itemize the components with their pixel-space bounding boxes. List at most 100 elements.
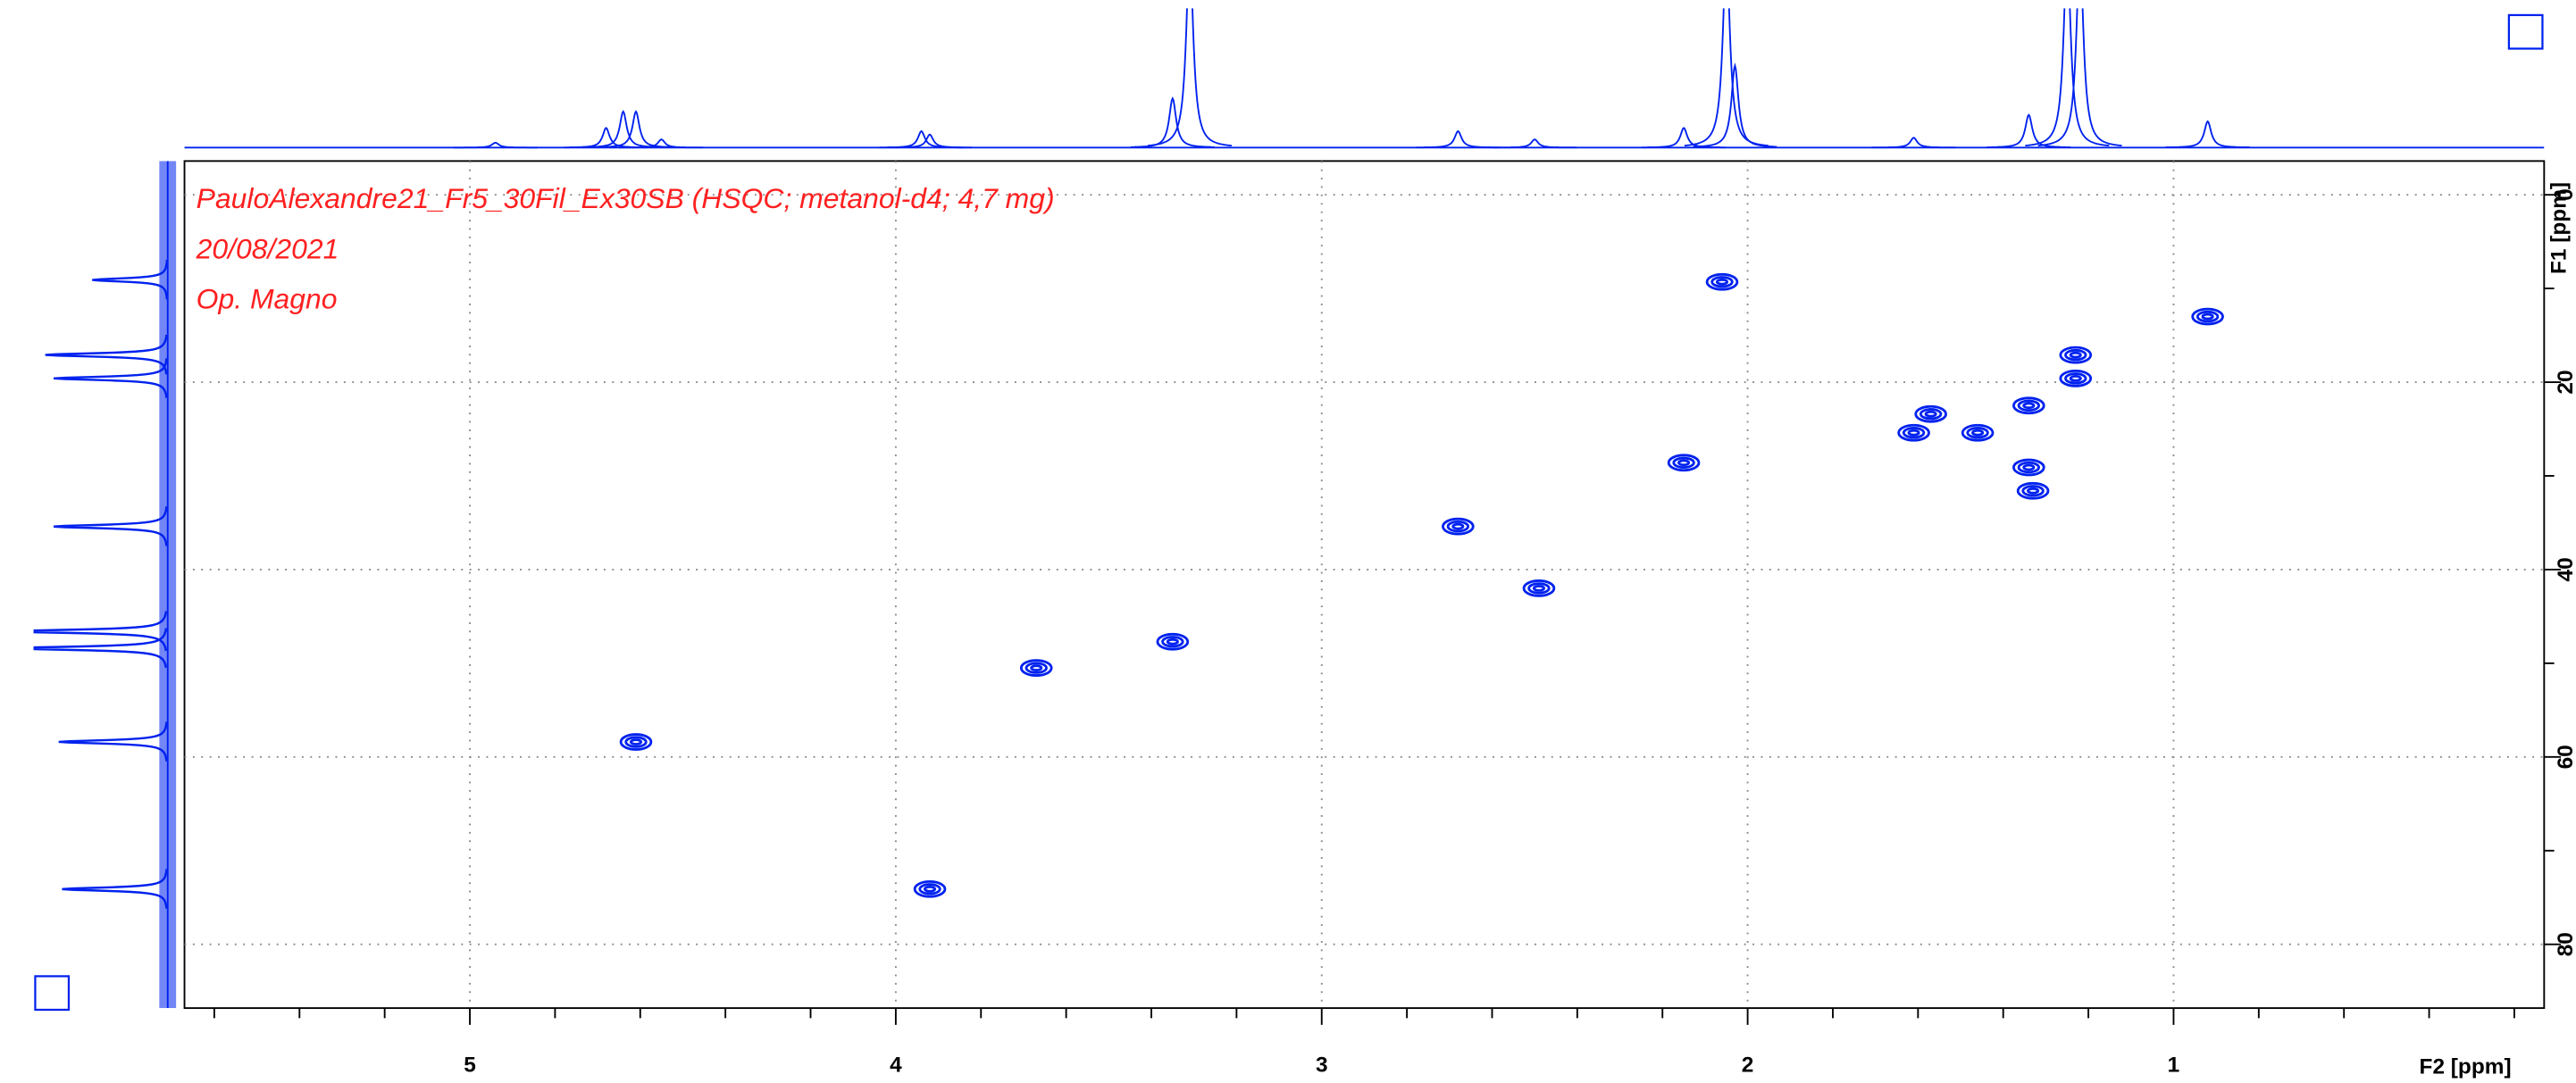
projection-peak [33, 611, 168, 652]
projection-peak [1493, 138, 1577, 149]
projection-peak [2025, 8, 2110, 147]
y-tick-label: 60 [2554, 745, 2576, 769]
cross-peak [2069, 351, 2082, 359]
x-tick-label: 1 [2168, 1053, 2180, 1077]
y-tick-label: 80 [2554, 932, 2576, 956]
cross-peak [2017, 461, 2041, 474]
cross-peak [1907, 429, 1920, 437]
cross-peak [1924, 410, 1937, 418]
projection-peak [62, 869, 168, 909]
cross-peak [2059, 346, 2093, 364]
cross-peak [1710, 276, 1734, 288]
f2-projection [184, 8, 2545, 149]
y-axis-label: F1 [ppm] [2547, 182, 2572, 274]
cross-peak [1030, 664, 1043, 671]
cross-peak [2064, 348, 2087, 362]
y-tick-label: 40 [2554, 557, 2576, 581]
cross-peak [2191, 307, 2224, 326]
cross-peak [1902, 427, 1926, 439]
projection-peak [1416, 129, 1501, 149]
cross-peak [1442, 517, 1475, 536]
x-tick-label: 3 [1316, 1053, 1328, 1077]
cross-peak [1961, 423, 1995, 442]
cross-peak [1677, 459, 1691, 467]
cross-peak [2027, 487, 2040, 495]
projection-peak [888, 133, 972, 149]
cross-peak [2016, 481, 2050, 500]
projection-peak [1871, 137, 1956, 149]
cross-peak [1019, 659, 1053, 677]
projection-peak [1130, 96, 1215, 148]
cross-peak [1522, 579, 1556, 597]
x-tick-label: 2 [1742, 1053, 1754, 1077]
cross-peak [918, 883, 941, 896]
cross-peak [2064, 372, 2087, 385]
projection-peak [581, 110, 665, 148]
plot-frame [183, 160, 2546, 1010]
cross-peak [1667, 454, 1701, 472]
projection-peak [33, 628, 168, 669]
projection-peak [2165, 120, 2250, 148]
cross-peak [1161, 636, 1184, 648]
cross-peak [1897, 423, 1930, 442]
projection-peak [54, 358, 168, 398]
projection-peak [1642, 127, 1727, 149]
cross-peak [1532, 585, 1545, 592]
cross-peak [2022, 402, 2036, 410]
projection-peak [1684, 8, 1769, 147]
projection-peak [45, 334, 168, 375]
y-tick-label: 20 [2554, 370, 2576, 394]
cross-peak [1156, 632, 1190, 651]
projection-peak [619, 138, 704, 149]
projection-peak [92, 259, 169, 300]
cross-peak [2017, 399, 2041, 412]
cross-peak [2195, 310, 2220, 323]
cross-peak [1672, 456, 1695, 469]
cross-peak [2022, 463, 2036, 471]
cross-peak [629, 738, 643, 746]
cross-peak [2069, 374, 2082, 382]
grid [184, 161, 2545, 1009]
axes: 5 4 3 2 1 0 20 40 60 80 [213, 188, 2576, 1077]
cross-peak [2012, 396, 2045, 415]
corner-button [34, 975, 71, 1012]
cross-peak [2059, 369, 2093, 387]
x-tick-label: 5 [464, 1053, 476, 1077]
cross-peak [1966, 427, 1989, 439]
operator: Op. Magno [197, 283, 338, 315]
cross-peak [2021, 485, 2045, 497]
projection-peak [453, 141, 538, 149]
cross-peak [1451, 522, 1465, 530]
projection-peak [1148, 8, 1232, 147]
cross-peak [1527, 582, 1551, 595]
cross-peak [2012, 458, 2045, 477]
cross-peak [619, 733, 653, 751]
cross-peak [2201, 312, 2214, 321]
chart-title: PauloAlexandre21_Fr5_30Fil_Ex30SB (HSQC;… [197, 182, 1055, 214]
date: 20/08/2021 [196, 232, 339, 264]
x-tick-label: 4 [890, 1053, 902, 1077]
cross-peaks [619, 272, 2224, 898]
f1-projection [33, 161, 177, 1009]
cross-peak [1166, 637, 1179, 646]
x-axis-label: F2 [ppm] [2420, 1054, 2512, 1079]
projection-peak [1986, 113, 2071, 148]
projection-peak [54, 506, 168, 546]
projection-peak [2037, 8, 2122, 147]
projection-peak [58, 721, 168, 762]
cross-peak [1705, 272, 1739, 291]
cross-peak [624, 736, 648, 748]
corner-button [2507, 13, 2544, 50]
cross-peak [1914, 404, 1947, 423]
projection-peak [594, 110, 678, 148]
cross-peak [1446, 520, 1470, 533]
cross-peak [923, 885, 937, 893]
y-tick-label: 0 [2554, 188, 2576, 201]
cross-peak [1919, 408, 1943, 421]
cross-peak [1971, 429, 1985, 437]
cross-peak [1025, 662, 1048, 674]
projection-peak [1693, 62, 1777, 148]
cross-peak [913, 879, 947, 898]
cross-peak [1715, 278, 1729, 286]
